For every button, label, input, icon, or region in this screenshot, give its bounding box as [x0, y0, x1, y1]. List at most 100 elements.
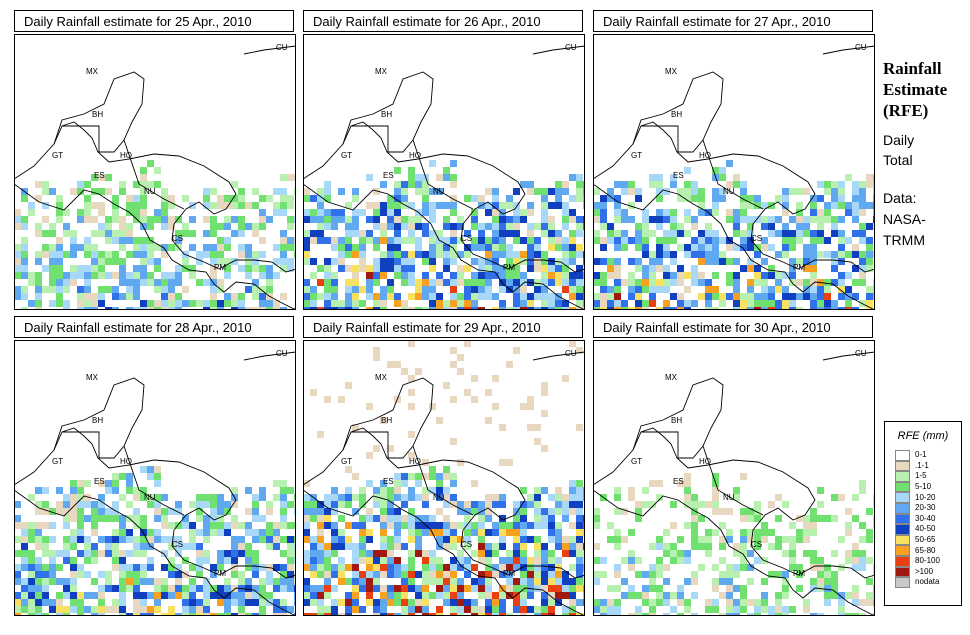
rain-cell: [98, 188, 105, 195]
rain-cell: [698, 188, 705, 195]
rain-cell: [614, 536, 621, 543]
rain-cell: [796, 202, 803, 209]
rain-cell: [593, 272, 600, 279]
rain-cell: [154, 466, 161, 473]
rain-cell: [401, 564, 408, 571]
data-source-label: Data: NASA- TRMM: [883, 188, 969, 251]
rain-cell: [217, 258, 224, 265]
rain-cell: [394, 494, 401, 501]
rain-cell: [527, 571, 534, 578]
rain-cell: [161, 300, 168, 307]
rain-cell: [520, 251, 527, 258]
rain-cell: [614, 585, 621, 592]
rain-cell: [196, 515, 203, 522]
rain-cell: [569, 244, 576, 251]
rain-cell: [91, 557, 98, 564]
rain-cell: [684, 244, 691, 251]
rain-cell: [196, 613, 203, 616]
rain-cell: [733, 487, 740, 494]
rain-cell: [555, 508, 562, 515]
rain-cell: [614, 307, 621, 310]
rain-cell: [182, 592, 189, 599]
rain-cell: [224, 195, 231, 202]
rain-cell: [845, 202, 852, 209]
rain-cell: [28, 571, 35, 578]
rain-cell: [670, 501, 677, 508]
rain-cell: [21, 557, 28, 564]
rain-cell: [712, 293, 719, 300]
rain-cell: [562, 237, 569, 244]
rain-cell: [663, 237, 670, 244]
rain-cell: [733, 613, 740, 616]
rain-cell: [317, 202, 324, 209]
rain-cell: [42, 501, 49, 508]
rain-cell: [726, 209, 733, 216]
rain-cell: [429, 160, 436, 167]
rain-cell: [112, 272, 119, 279]
legend-label: 0-1: [915, 450, 927, 460]
rain-cell: [761, 300, 768, 307]
rain-cell: [600, 307, 607, 310]
rain-cell: [569, 272, 576, 279]
rain-cell: [266, 286, 273, 293]
rain-cell: [719, 237, 726, 244]
country-label: PM: [503, 569, 515, 578]
rain-cell: [366, 592, 373, 599]
rain-cell: [684, 181, 691, 188]
rain-cell: [520, 237, 527, 244]
rain-cell: [373, 487, 380, 494]
rain-cell: [133, 494, 140, 501]
rain-cell: [140, 550, 147, 557]
rain-cell: [56, 279, 63, 286]
rain-cell: [224, 293, 231, 300]
rain-cell: [782, 293, 789, 300]
rain-cell: [705, 223, 712, 230]
rain-cell: [231, 557, 238, 564]
rain-cell: [112, 195, 119, 202]
rain-cell: [49, 286, 56, 293]
rain-cell: [485, 550, 492, 557]
rain-cell: [380, 585, 387, 592]
rain-cell: [733, 300, 740, 307]
rain-cell: [401, 606, 408, 613]
rain-cell: [310, 550, 317, 557]
rain-cell: [726, 578, 733, 585]
rain-cell: [217, 237, 224, 244]
rain-cell: [754, 606, 761, 613]
rain-cell: [161, 195, 168, 202]
rain-cell: [670, 174, 677, 181]
rain-cell: [705, 293, 712, 300]
rain-cell: [238, 613, 245, 616]
rain-cell: [126, 195, 133, 202]
rain-cell: [733, 216, 740, 223]
rain-cell: [576, 487, 583, 494]
rain-cell: [49, 599, 56, 606]
rain-cell: [520, 571, 527, 578]
rain-cell: [485, 209, 492, 216]
rain-cell: [140, 202, 147, 209]
rain-cell: [859, 181, 866, 188]
rain-cell: [810, 508, 817, 515]
rain-cell: [273, 300, 280, 307]
rain-cell: [28, 592, 35, 599]
rain-cell: [133, 508, 140, 515]
rain-cell: [380, 251, 387, 258]
rain-cell: [168, 202, 175, 209]
rain-cell: [436, 417, 443, 424]
rain-cell: [635, 293, 642, 300]
rain-cell: [677, 557, 684, 564]
rain-cell: [740, 265, 747, 272]
rain-cell: [408, 340, 415, 347]
rain-cell: [35, 181, 42, 188]
rain-cell: [324, 522, 331, 529]
rain-cell: [684, 209, 691, 216]
rain-cell: [852, 181, 859, 188]
rain-cell: [324, 585, 331, 592]
legend-label: 5-10: [915, 482, 932, 492]
rain-cell: [310, 237, 317, 244]
rain-cell: [303, 244, 310, 251]
rain-cell: [691, 613, 698, 616]
rain-cell: [210, 293, 217, 300]
rain-cell: [628, 286, 635, 293]
rain-cell: [35, 293, 42, 300]
